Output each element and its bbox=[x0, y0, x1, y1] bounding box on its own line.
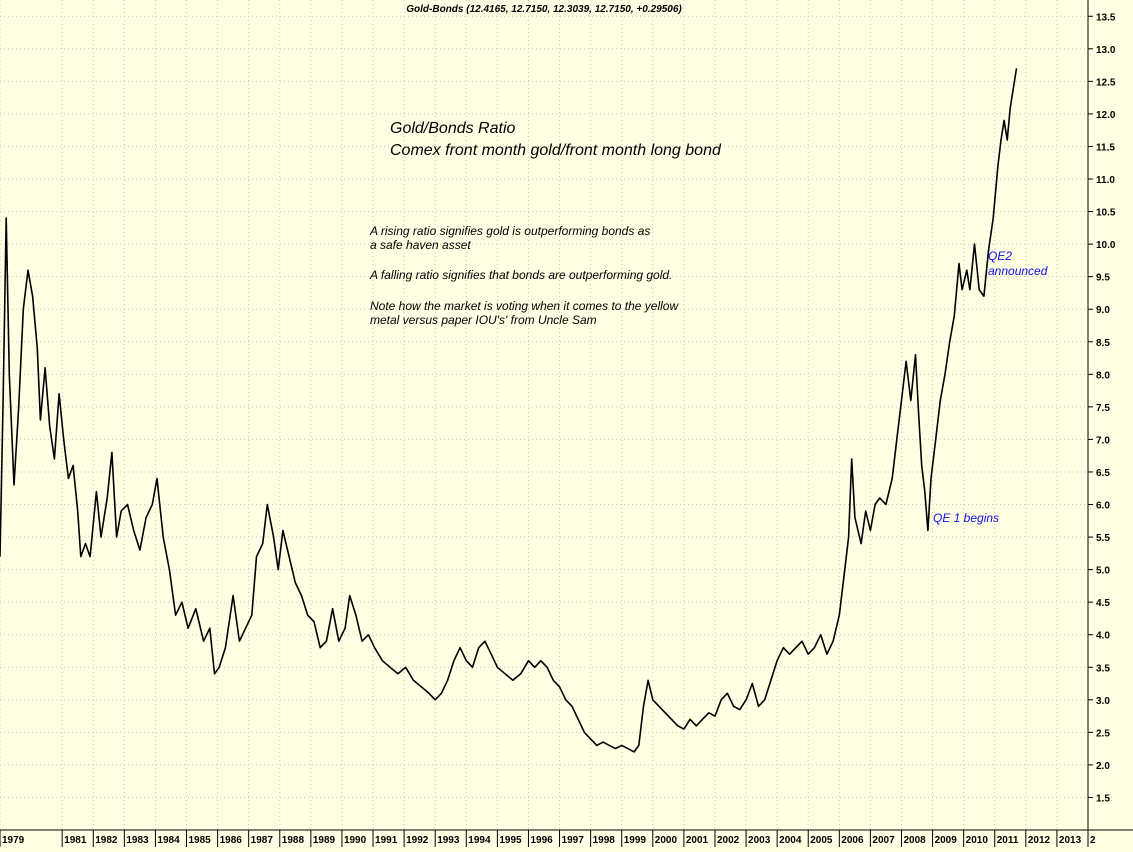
y-tick-label: 7.0 bbox=[1096, 435, 1110, 446]
x-tick-label: 2008 bbox=[903, 835, 926, 846]
y-tick-label: 3.5 bbox=[1096, 663, 1110, 674]
chart-header: Gold-Bonds (12.4165, 12.7150, 12.3039, 1… bbox=[406, 4, 682, 15]
x-tick-label: 1997 bbox=[562, 835, 585, 846]
x-tick-label: 1988 bbox=[282, 835, 305, 846]
x-tick-label: 2007 bbox=[872, 835, 895, 846]
x-tick-label: 1985 bbox=[189, 835, 212, 846]
x-tick-label: 2 bbox=[1090, 835, 1096, 846]
note-voting-line1: Note how the market is voting when it co… bbox=[370, 299, 679, 313]
y-tick-label: 4.5 bbox=[1096, 598, 1110, 609]
x-tick-label: 2012 bbox=[1028, 835, 1051, 846]
y-tick-label: 13.0 bbox=[1096, 45, 1116, 56]
x-tick-label: 1983 bbox=[126, 835, 149, 846]
y-tick-label: 1.5 bbox=[1096, 793, 1110, 804]
x-tick-label: 1979 bbox=[2, 835, 25, 846]
note-rising-line2: a safe haven asset bbox=[370, 238, 471, 252]
y-tick-label: 6.0 bbox=[1096, 501, 1110, 512]
y-tick-label: 9.5 bbox=[1096, 273, 1110, 284]
x-tick-label: 2001 bbox=[686, 835, 709, 846]
y-tick-label: 8.0 bbox=[1096, 370, 1110, 381]
x-tick-label: 1998 bbox=[593, 835, 616, 846]
x-tick-label: 1999 bbox=[624, 835, 647, 846]
x-tick-label: 2002 bbox=[717, 835, 740, 846]
x-tick-label: 1992 bbox=[406, 835, 429, 846]
y-tick-label: 4.0 bbox=[1096, 631, 1110, 642]
chart-title: Gold/Bonds Ratio bbox=[390, 120, 516, 137]
annotation-qe1: QE 1 begins bbox=[933, 511, 1000, 525]
x-tick-label: 2013 bbox=[1059, 835, 1082, 846]
y-tick-label: 12.0 bbox=[1096, 110, 1116, 121]
annotation-qe2-line1: QE2 bbox=[988, 249, 1013, 263]
y-tick-label: 5.0 bbox=[1096, 566, 1110, 577]
y-tick-label: 11.5 bbox=[1096, 142, 1115, 153]
y-tick-label: 3.0 bbox=[1096, 696, 1110, 707]
series-layer bbox=[0, 68, 1018, 753]
x-tick-label: 1989 bbox=[313, 835, 336, 846]
y-tick-label: 9.0 bbox=[1096, 305, 1110, 316]
y-tick-label: 10.5 bbox=[1096, 208, 1116, 219]
note-voting-line2: metal versus paper IOU's' from Uncle Sam bbox=[370, 313, 597, 327]
x-tick-label: 2004 bbox=[779, 835, 802, 846]
x-tick-label: 2010 bbox=[966, 835, 989, 846]
series-line-gold-bonds bbox=[0, 68, 1018, 753]
x-tick-label: 1987 bbox=[251, 835, 274, 846]
grid-layer bbox=[0, 0, 1089, 830]
x-tick-label: 1990 bbox=[344, 835, 367, 846]
x-tick-label: 1994 bbox=[468, 835, 491, 846]
note-falling: A falling ratio signifies that bonds are… bbox=[370, 268, 673, 282]
y-tick-label: 2.5 bbox=[1096, 728, 1110, 739]
chart-subtitle: Comex front month gold/front month long … bbox=[390, 142, 721, 159]
x-tick-label: 1986 bbox=[220, 835, 243, 846]
y-tick-label: 5.5 bbox=[1096, 533, 1110, 544]
y-tick-label: 13.5 bbox=[1096, 12, 1116, 23]
y-tick-label: 6.5 bbox=[1096, 468, 1110, 479]
x-tick-label: 1982 bbox=[95, 835, 118, 846]
x-tick-label: 1995 bbox=[499, 835, 522, 846]
y-tick-label: 2.0 bbox=[1096, 761, 1110, 772]
x-tick-label: 1981 bbox=[64, 835, 87, 846]
x-tick-label: 1991 bbox=[375, 835, 398, 846]
x-tick-label: 1984 bbox=[157, 835, 180, 846]
y-tick-label: 8.5 bbox=[1096, 338, 1110, 349]
x-tick-label: 2011 bbox=[997, 835, 1019, 846]
y-tick-label: 12.5 bbox=[1096, 77, 1116, 88]
note-rising-line1: A rising ratio signifies gold is outperf… bbox=[370, 224, 651, 238]
y-tick-label: 10.0 bbox=[1096, 240, 1116, 251]
y-tick-label: 7.5 bbox=[1096, 403, 1110, 414]
annotation-qe2-line2: announced bbox=[988, 264, 1048, 278]
x-tick-label: 2009 bbox=[935, 835, 958, 846]
x-tick-label: 2000 bbox=[655, 835, 678, 846]
x-tick-label: 1996 bbox=[530, 835, 553, 846]
x-tick-label: 2003 bbox=[748, 835, 771, 846]
x-tick-label: 2006 bbox=[841, 835, 864, 846]
x-tick-label: 1993 bbox=[437, 835, 460, 846]
x-tick-label: 2005 bbox=[810, 835, 833, 846]
y-tick-label: 11.0 bbox=[1096, 175, 1115, 186]
